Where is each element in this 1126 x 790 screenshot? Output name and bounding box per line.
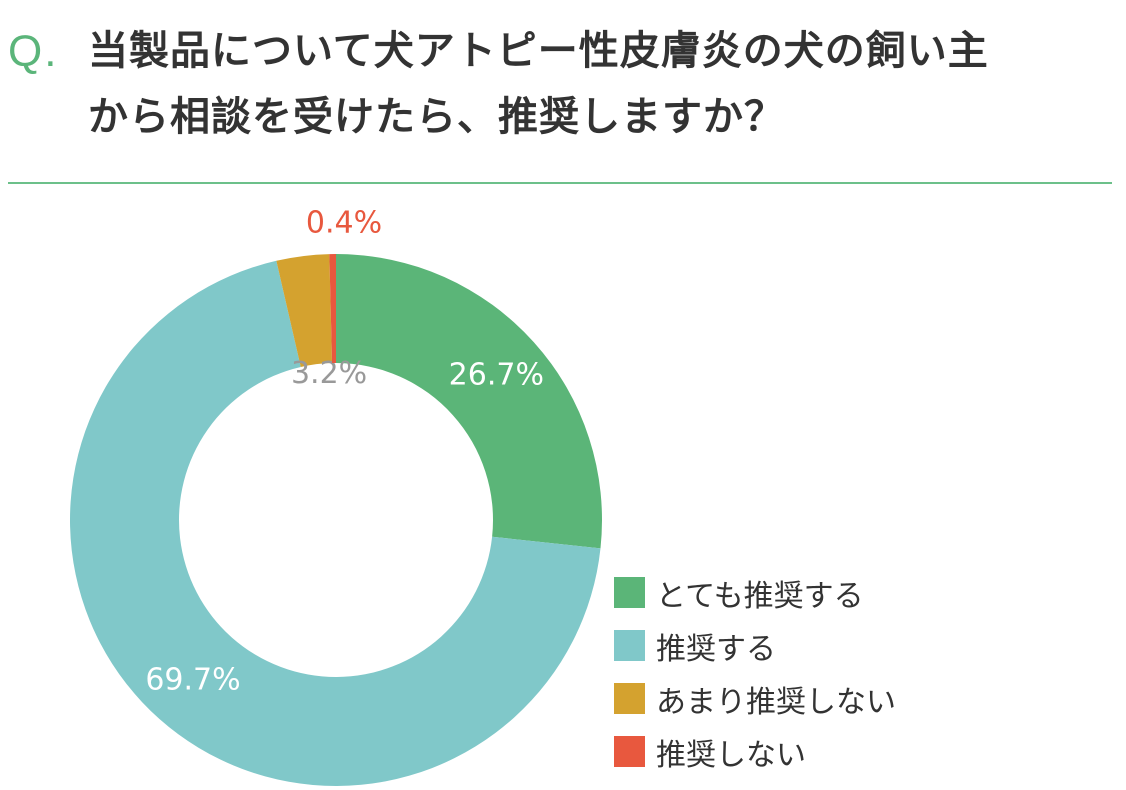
divider bbox=[8, 182, 1112, 184]
question-text: 当製品について犬アトピー性皮膚炎の犬の飼い主 から相談を受けたら、推奨しますか？ bbox=[88, 18, 1118, 150]
legend-label: 推奨しない bbox=[656, 737, 806, 773]
legend-swatch bbox=[614, 630, 645, 661]
legend-swatch bbox=[614, 736, 645, 767]
question-prefix: Q. bbox=[8, 27, 59, 76]
question-line-1: 当製品について犬アトピー性皮膚炎の犬の飼い主 bbox=[88, 28, 989, 74]
legend-label: とても推奨する bbox=[656, 578, 864, 614]
legend: とても推奨する 推奨するあまり推奨しない 推奨しない bbox=[614, 566, 896, 778]
legend-swatch bbox=[614, 683, 645, 714]
slice-not-recommend bbox=[329, 254, 336, 364]
legend-swatch bbox=[614, 577, 645, 608]
data-label-not-recommend: 0.4% bbox=[306, 206, 382, 241]
data-label-not-really-recommend: 3.2% bbox=[291, 356, 367, 391]
legend-label: 推奨する bbox=[656, 631, 776, 667]
question-line-2: から相談を受けたら、推奨しますか？ bbox=[88, 94, 785, 140]
slice-very-recommend bbox=[336, 254, 602, 549]
legend-item-not-recommend: 推奨しない bbox=[614, 725, 896, 778]
data-label-recommend: 69.7% bbox=[145, 663, 240, 698]
slice-recommend bbox=[69, 260, 601, 786]
data-label-very-recommend: 26.7% bbox=[449, 357, 544, 392]
legend-item-recommend: 推奨する bbox=[614, 619, 896, 672]
legend-label: あまり推奨しない bbox=[656, 684, 896, 720]
slice-not-really-recommend bbox=[276, 254, 333, 367]
legend-item-not-really-recommend: あまり推奨しない bbox=[614, 672, 896, 725]
legend-item-very-recommend: とても推奨する bbox=[614, 566, 896, 619]
